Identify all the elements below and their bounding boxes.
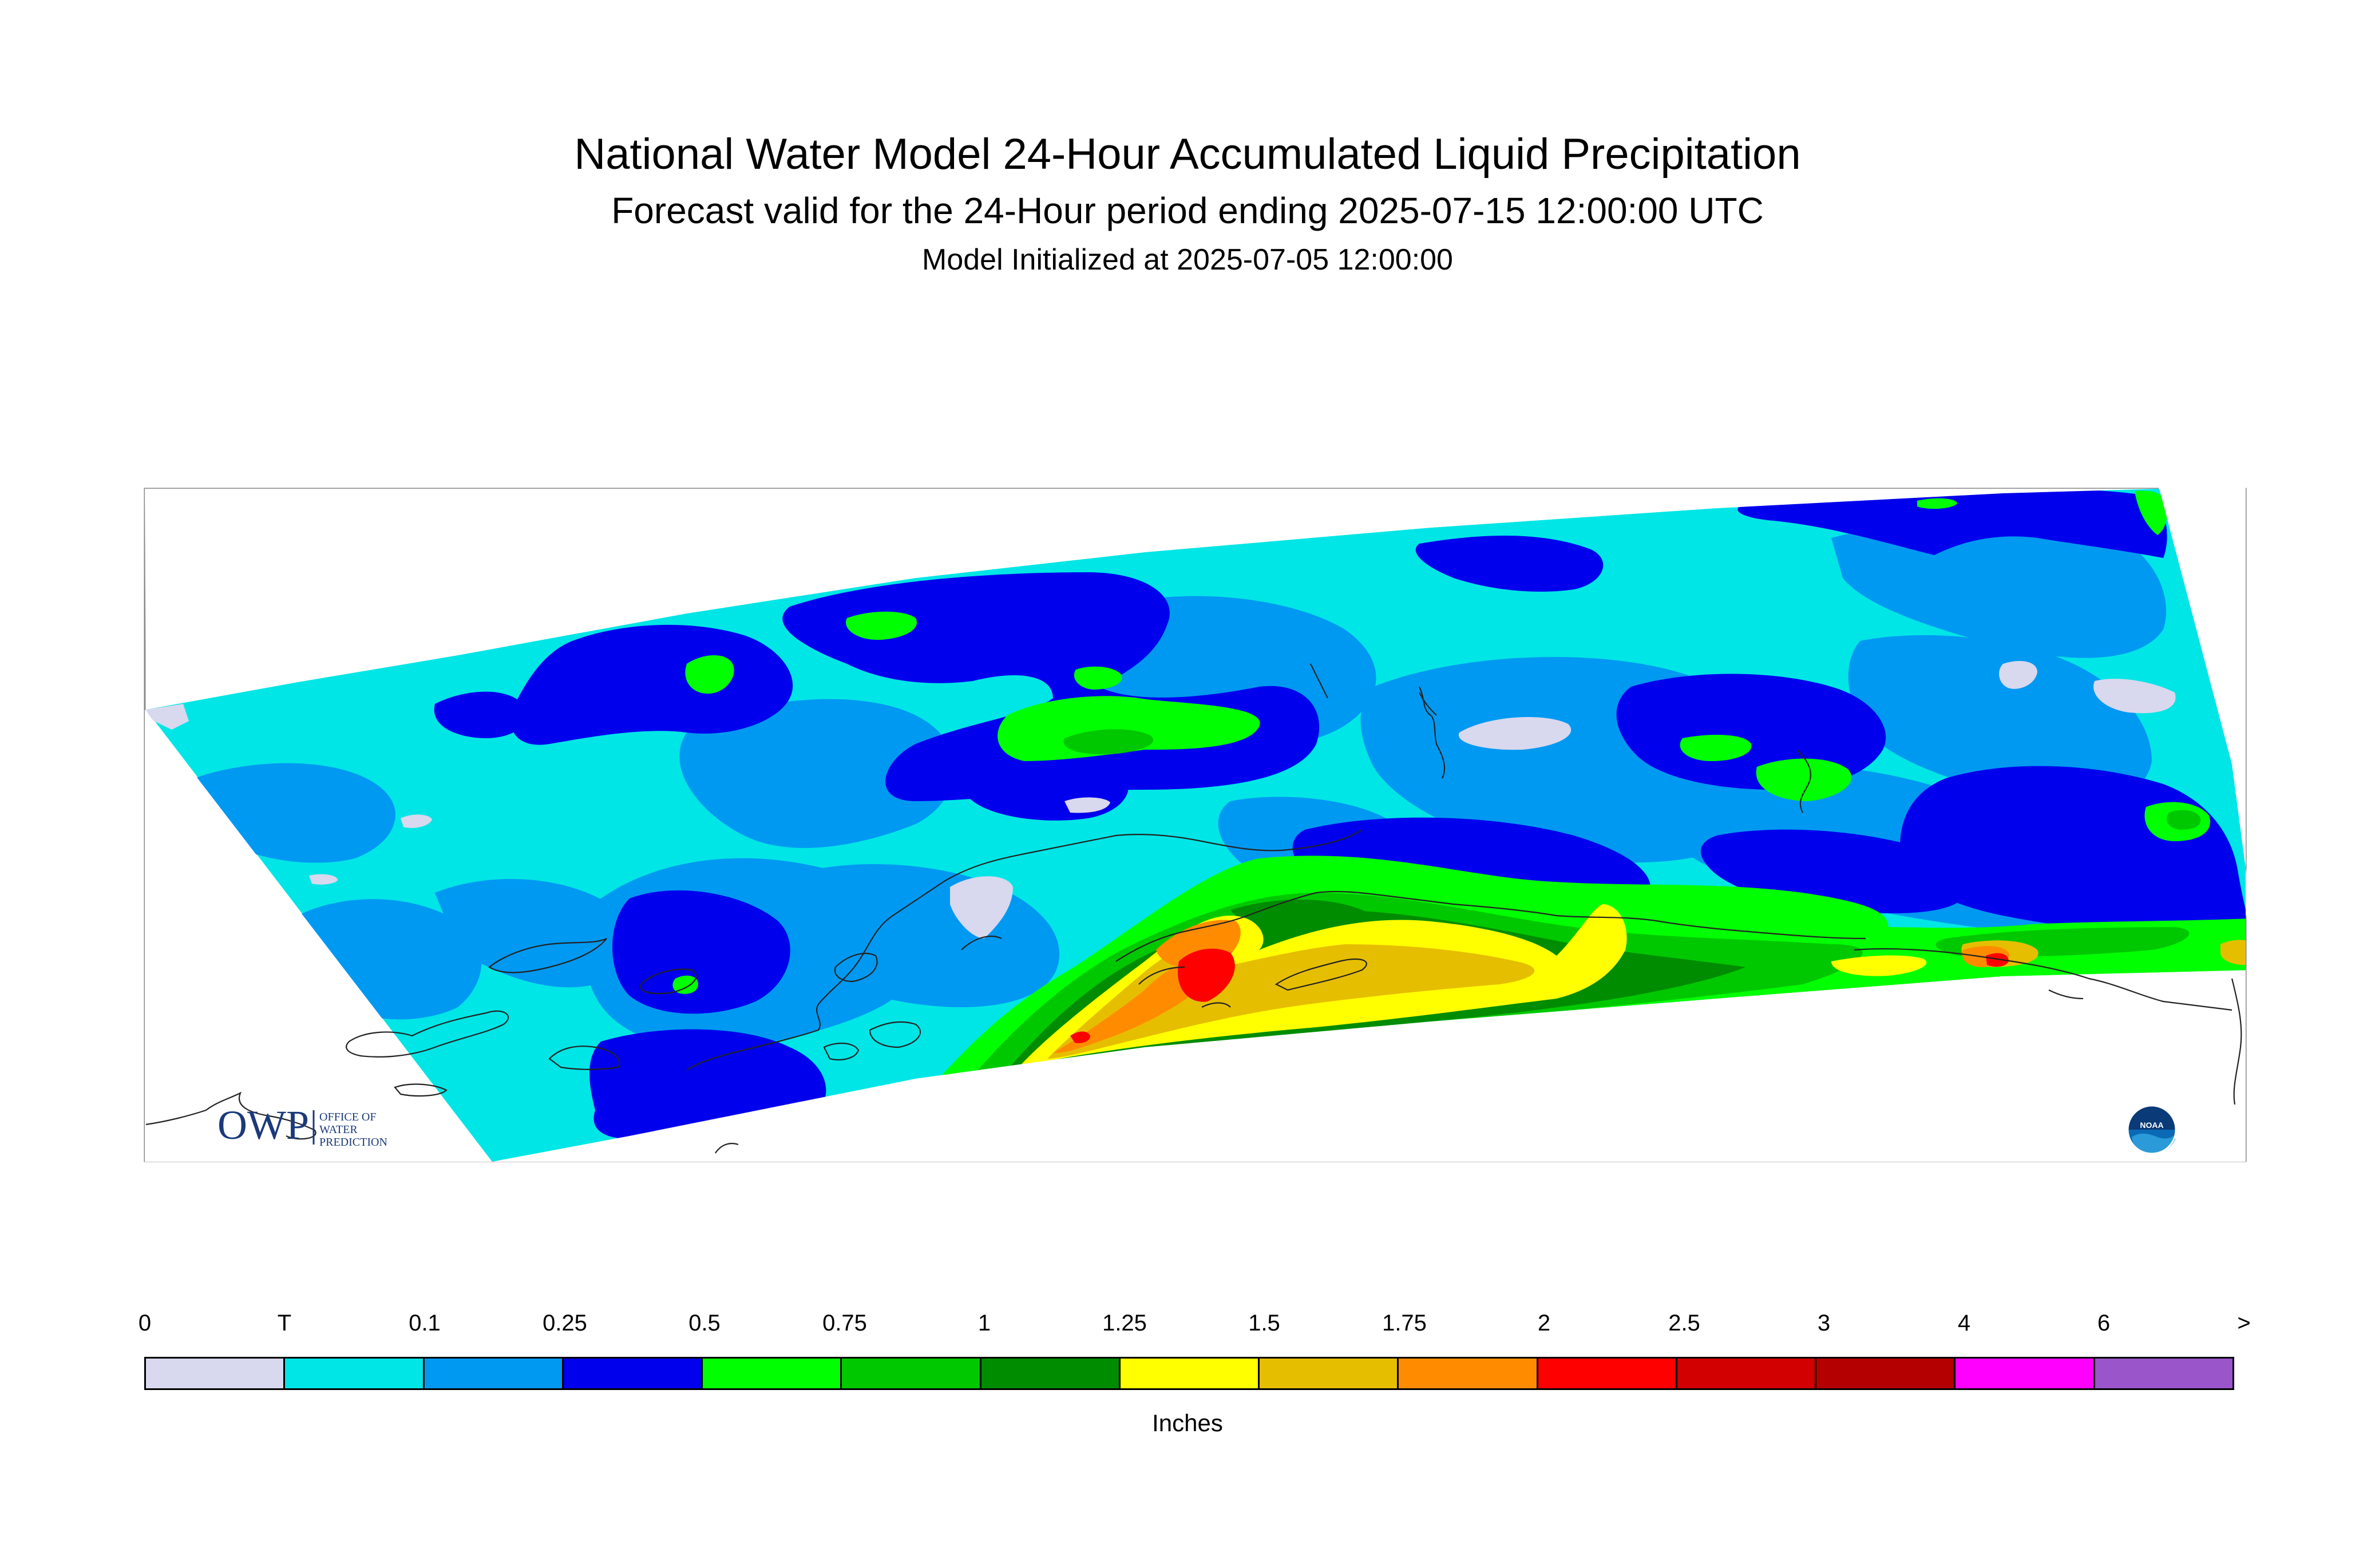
model-init-time: Model Initialized at 2025-07-05 12:00:00 — [922, 243, 1453, 276]
legend-color-swatch — [1956, 1359, 2095, 1388]
legend-color-swatch — [1399, 1359, 1538, 1388]
svg-text:NOAA: NOAA — [2140, 1120, 2163, 1130]
legend-label: 0 — [138, 1310, 152, 1336]
legend-label: T — [277, 1310, 292, 1336]
legend-label: 1.25 — [1102, 1310, 1147, 1336]
legend-color-swatch — [981, 1359, 1121, 1388]
legend-label: 0.25 — [543, 1310, 587, 1336]
legend-color-swatch — [1260, 1359, 1399, 1388]
legend-color-swatch — [146, 1359, 286, 1388]
svg-text:PREDICTION: PREDICTION — [319, 1136, 387, 1149]
map-subtitle: Forecast valid for the 24-Hour period en… — [611, 190, 1764, 231]
legend-color-swatch — [1677, 1359, 1817, 1388]
map-title: National Water Model 24-Hour Accumulated… — [574, 130, 1801, 179]
legend-color-swatch — [285, 1359, 425, 1388]
band-2 — [1070, 948, 2009, 1043]
svg-text:WATER: WATER — [319, 1123, 358, 1136]
legend-label: 0.1 — [409, 1310, 441, 1336]
legend-color-swatch — [1120, 1359, 1260, 1388]
legend-label: 6 — [2097, 1310, 2111, 1336]
legend-color-swatch — [703, 1359, 842, 1388]
legend-label: > — [2237, 1310, 2251, 1336]
legend-label: 1.75 — [1382, 1310, 1427, 1336]
svg-text:OFFICE OF: OFFICE OF — [319, 1111, 376, 1123]
title-block: National Water Model 24-Hour Accumulated… — [0, 126, 2375, 282]
legend-colorbar — [144, 1357, 2234, 1390]
legend-label: 3 — [1817, 1310, 1831, 1336]
noaa-logo: NOAA — [2127, 1104, 2177, 1155]
legend-color-swatch — [842, 1359, 981, 1388]
legend-label: 2 — [1537, 1310, 1551, 1336]
legend-color-swatch — [2095, 1359, 2232, 1388]
legend-units: Inches — [1152, 1409, 1223, 1436]
legend-color-swatch — [563, 1359, 703, 1388]
owp-logo: OWP OFFICE OF WATER PREDICTION — [217, 1104, 387, 1149]
legend-label: 0.75 — [822, 1310, 867, 1336]
band-0 — [146, 661, 2220, 985]
legend-label: 1 — [977, 1310, 991, 1336]
coastlines — [145, 663, 2242, 1154]
legend-color-swatch — [424, 1359, 564, 1388]
legend-color-swatch — [1538, 1359, 1677, 1388]
outside-domain — [145, 486, 2255, 1162]
legend-color-swatch — [1816, 1359, 1956, 1388]
legend-label: 4 — [1957, 1310, 1971, 1336]
legend-label: 1.5 — [1248, 1310, 1280, 1336]
legend-labels: 0 T 0.1 0.25 0.5 0.75 1 1.25 1.5 1.75 2 … — [0, 1310, 2375, 1345]
legend-label: 2.5 — [1668, 1310, 1700, 1336]
svg-text:OWP: OWP — [217, 1104, 309, 1148]
legend-label: 0.5 — [688, 1310, 721, 1336]
